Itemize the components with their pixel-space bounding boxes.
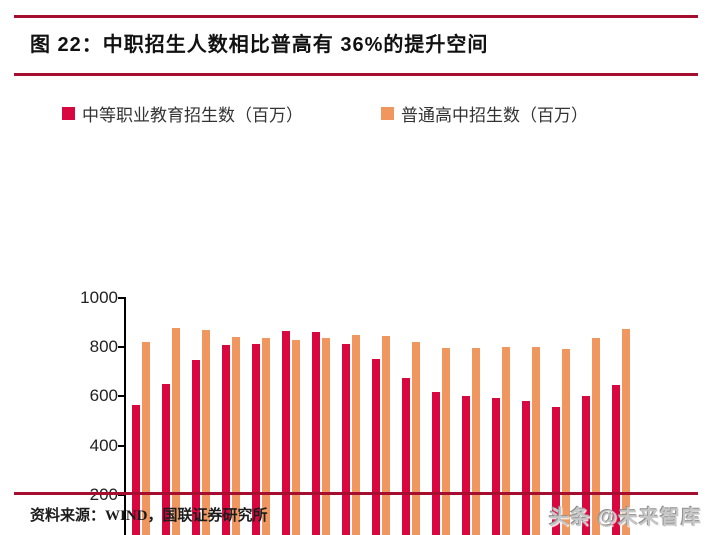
bar-group-2020 bbox=[606, 298, 636, 535]
legend-item-regular: 普通高中招生数（百万） bbox=[381, 101, 588, 126]
y-tick-mark-400 bbox=[118, 444, 125, 447]
bar-regular-2010 bbox=[322, 338, 330, 535]
bar-vocational-2013 bbox=[402, 377, 410, 535]
bar-regular-2004 bbox=[142, 341, 150, 535]
bar-vocational-2010 bbox=[312, 331, 320, 535]
y-tick-label-1000: 1000 bbox=[80, 288, 118, 307]
y-tick-label-600: 600 bbox=[89, 386, 118, 406]
bar-group-2015 bbox=[456, 298, 486, 535]
y-tick-label-400: 400 bbox=[89, 435, 118, 455]
bar-vocational-2019 bbox=[582, 396, 590, 535]
bar-vocational-2012 bbox=[372, 358, 380, 535]
bar-regular-2014 bbox=[442, 347, 450, 535]
bar-group-2008 bbox=[246, 298, 276, 535]
bar-group-2018 bbox=[546, 298, 576, 535]
bar-regular-2005 bbox=[172, 328, 180, 535]
bottom-rule bbox=[14, 492, 698, 495]
bar-group-2016 bbox=[486, 298, 516, 535]
bar-vocational-2004 bbox=[132, 404, 140, 535]
legend-swatch-vocational bbox=[62, 107, 75, 120]
bar-group-2007 bbox=[216, 298, 246, 535]
bar-group-2017 bbox=[516, 298, 546, 535]
bar-group-2012 bbox=[366, 298, 396, 535]
top-rule bbox=[14, 15, 698, 18]
bar-vocational-2015 bbox=[462, 396, 470, 535]
bar-group-2013 bbox=[396, 298, 426, 535]
bar-vocational-2020 bbox=[612, 385, 620, 535]
bar-group-2004 bbox=[126, 298, 156, 535]
bar-vocational-2016 bbox=[492, 398, 500, 535]
figure-title: 图 22：中职招生人数相比普高有 36%的提升空间 bbox=[30, 34, 489, 56]
bar-vocational-2018 bbox=[552, 407, 560, 535]
source-note: 资料来源：WIND，国联证券研究所 bbox=[30, 508, 268, 524]
y-tick-mark-600 bbox=[118, 395, 125, 398]
bar-group-2006 bbox=[186, 298, 216, 535]
bar-regular-2015 bbox=[472, 347, 480, 535]
bar-vocational-2005 bbox=[162, 384, 170, 535]
bar-regular-2007 bbox=[232, 337, 240, 535]
bar-regular-2008 bbox=[262, 338, 270, 535]
bar-group-2011 bbox=[336, 298, 366, 535]
y-tick-mark-800 bbox=[118, 346, 125, 349]
chart-legend: 中等职业教育招生数（百万） 普通高中招生数（百万） bbox=[62, 101, 690, 126]
bar-group-2014 bbox=[426, 298, 456, 535]
bar-vocational-2014 bbox=[432, 391, 440, 535]
bar-vocational-2009 bbox=[282, 330, 290, 535]
y-axis-line bbox=[124, 297, 126, 535]
bar-regular-2009 bbox=[292, 339, 300, 535]
bar-regular-2011 bbox=[352, 334, 360, 535]
bar-group-2009 bbox=[276, 298, 306, 535]
legend-item-vocational: 中等职业教育招生数（百万） bbox=[62, 101, 303, 126]
bar-group-2010 bbox=[306, 298, 336, 535]
bar-group-2005 bbox=[156, 298, 186, 535]
y-tick-mark-1000 bbox=[118, 297, 125, 299]
title-underline-rule bbox=[14, 73, 698, 76]
bar-chart: 02004006008001000 2004200520062007200820… bbox=[0, 140, 710, 535]
legend-label-regular: 普通高中招生数（百万） bbox=[401, 106, 588, 125]
legend-swatch-regular bbox=[381, 107, 394, 120]
bar-vocational-2008 bbox=[252, 344, 260, 535]
bar-vocational-2006 bbox=[192, 360, 200, 535]
y-tick-label-800: 800 bbox=[89, 337, 118, 357]
bar-regular-2018 bbox=[562, 348, 570, 535]
bar-regular-2013 bbox=[412, 341, 420, 535]
bar-regular-2012 bbox=[382, 336, 390, 535]
bar-regular-2017 bbox=[532, 347, 540, 535]
bar-vocational-2011 bbox=[342, 343, 350, 535]
bar-vocational-2017 bbox=[522, 400, 530, 535]
bar-regular-2019 bbox=[592, 337, 600, 535]
legend-label-vocational: 中等职业教育招生数（百万） bbox=[82, 106, 303, 125]
bars-area bbox=[126, 298, 636, 535]
bar-group-2019 bbox=[576, 298, 606, 535]
bar-vocational-2007 bbox=[222, 344, 230, 535]
bar-regular-2020 bbox=[622, 328, 630, 535]
bar-regular-2006 bbox=[202, 329, 210, 535]
bar-regular-2016 bbox=[502, 346, 510, 535]
watermark-text: 头条 @未来智库 bbox=[548, 507, 702, 529]
